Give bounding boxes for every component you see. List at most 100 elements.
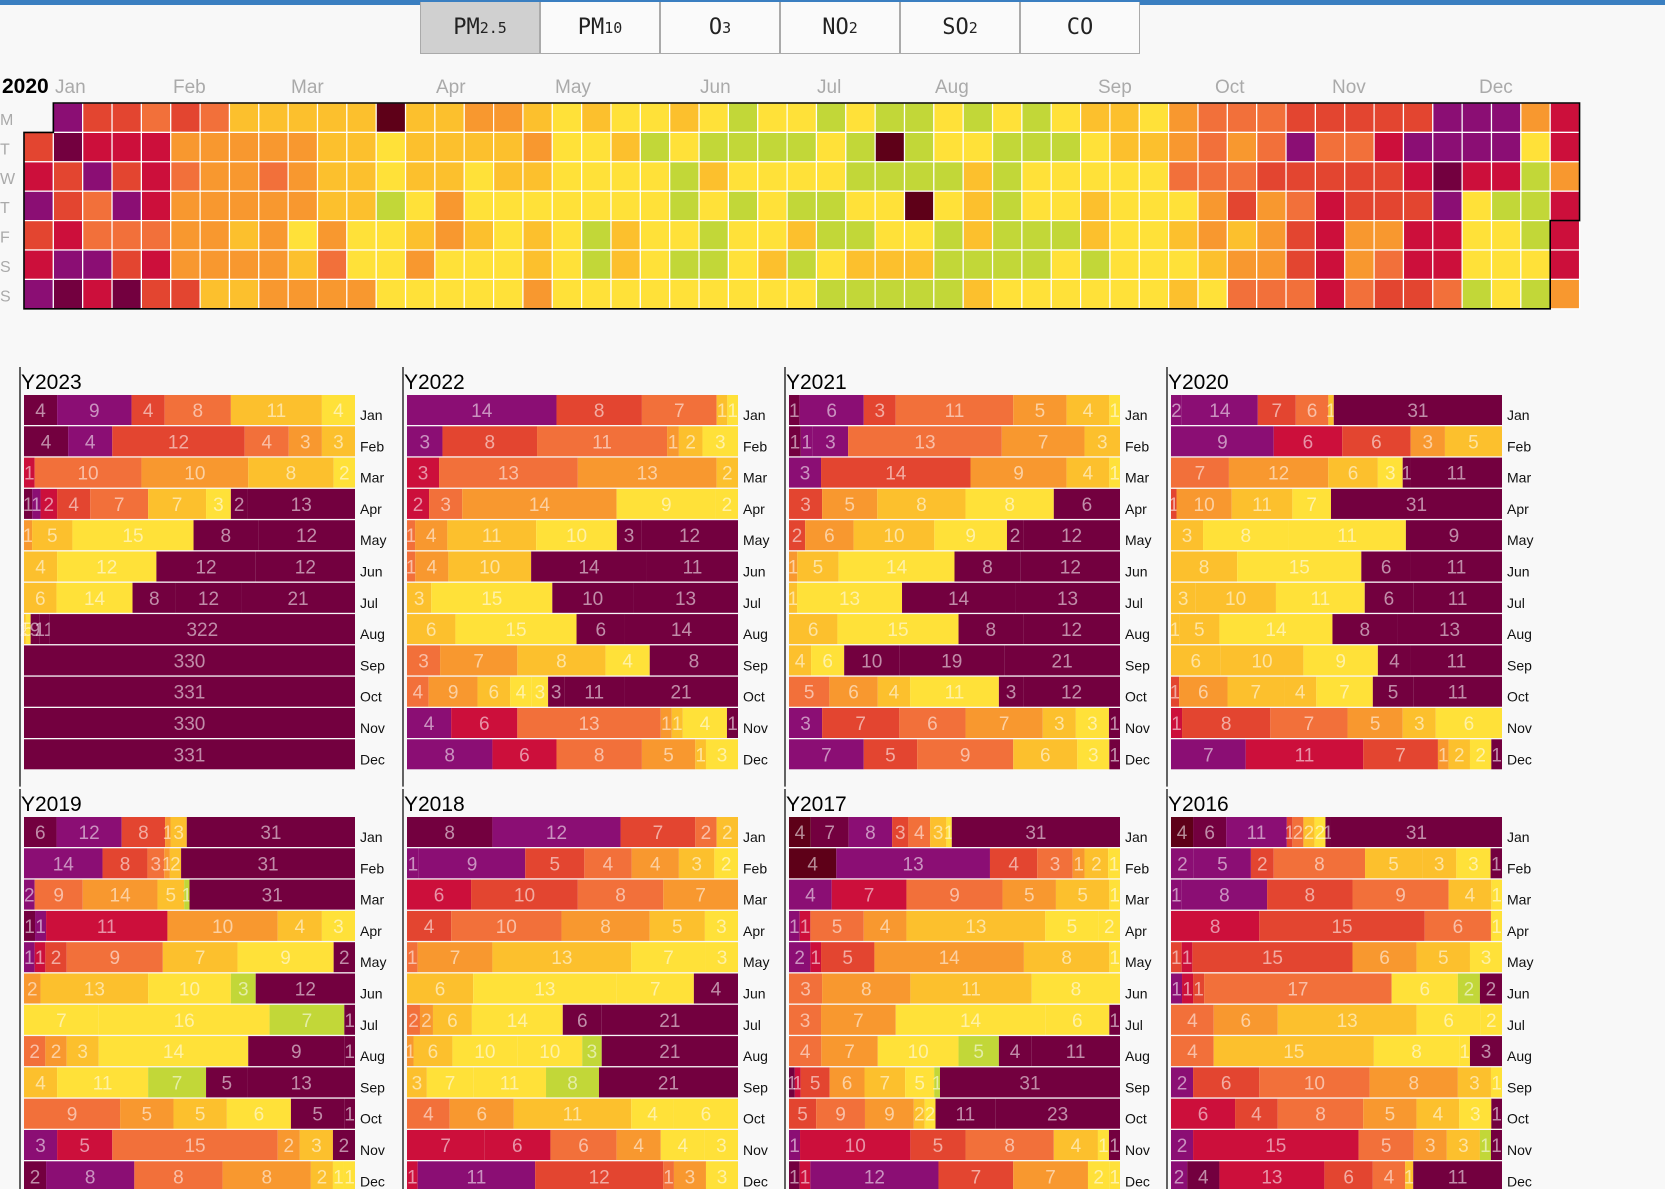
segment-day-count: 3 <box>624 526 635 547</box>
tab-pm25[interactable]: PM 2.5 <box>420 2 540 54</box>
segment-day-count: 9 <box>965 526 976 547</box>
segment-day-count: 11 <box>500 1073 520 1094</box>
month-bar-segment <box>1363 739 1438 770</box>
tab-subscript: 10 <box>604 18 623 37</box>
tab-so2[interactable]: SO 2 <box>900 2 1020 54</box>
month-row-label: May <box>743 532 769 548</box>
month-row-label: Apr <box>1507 923 1529 939</box>
segment-day-count: 3 <box>238 980 249 1001</box>
month-bar-segment <box>789 395 800 425</box>
segment-day-count: 6 <box>1303 432 1314 453</box>
month-bar-segment <box>1193 848 1251 879</box>
segment-day-count: 7 <box>1250 683 1261 704</box>
month-bar-segment <box>25 614 31 645</box>
segment-day-count: 11 <box>955 1105 975 1126</box>
heatmap-day-cell <box>1168 190 1199 222</box>
segment-day-count: 1 <box>1171 886 1182 907</box>
month-bar-segment <box>631 942 706 973</box>
heatmap-day-cell <box>786 102 818 133</box>
month-bar-segment <box>181 848 355 879</box>
segment-day-count: 14 <box>507 1011 529 1032</box>
segment-day-count: 12 <box>1061 620 1082 641</box>
segment-day-count: 1 <box>1168 495 1179 516</box>
segment-day-count: 1 <box>344 1105 355 1126</box>
heatmap-day-cell <box>375 249 407 280</box>
heatmap-day-cell <box>698 249 729 280</box>
heatmap-day-cell <box>962 278 994 310</box>
segment-day-count: 1 <box>1491 1136 1502 1157</box>
heatmap-day-cell <box>316 278 348 310</box>
segment-day-count: 1 <box>1182 948 1193 969</box>
segment-day-count: 1 <box>1171 980 1182 1001</box>
segment-day-count: 3 <box>800 464 811 485</box>
heatmap-day-cell <box>493 190 524 222</box>
month-bar-segment <box>1303 817 1315 847</box>
tab-co[interactable]: CO <box>1020 2 1140 54</box>
segment-day-count: 1 <box>1109 464 1120 485</box>
segment-day-count: 9 <box>280 948 291 969</box>
segment-day-count: 8 <box>1315 1105 1326 1126</box>
heatmap-day-cell <box>1138 220 1170 251</box>
heatmap-day-cell <box>140 220 172 251</box>
month-bar-segment <box>1182 973 1194 1004</box>
month-bar-segment <box>789 1036 822 1067</box>
tab-no2[interactable]: NO 2 <box>780 2 900 54</box>
segment-day-count: 9 <box>291 1042 302 1063</box>
segment-day-count: 13 <box>914 432 935 453</box>
month-bar-segment <box>1171 739 1246 770</box>
heatmap-day-cell <box>1226 278 1258 310</box>
heatmap-day-cell <box>52 131 84 163</box>
month-bar-segment <box>24 848 103 879</box>
segment-day-count: 4 <box>603 854 614 875</box>
segment-day-count: 13 <box>1439 620 1460 641</box>
heatmap-month-label: Feb <box>173 77 206 98</box>
segment-day-count: 1 <box>789 1136 800 1157</box>
heatmap-day-cell <box>551 161 583 192</box>
segment-day-count: 4 <box>622 651 633 672</box>
segment-day-count: 4 <box>1251 1105 1262 1126</box>
month-bar-segment <box>407 1067 427 1098</box>
heatmap-day-cell <box>1021 102 1052 133</box>
heatmap-day-cell <box>933 190 964 222</box>
segment-day-count: 5 <box>166 886 177 907</box>
month-bar-segment <box>1416 1098 1460 1129</box>
heatmap-day-cell <box>845 220 876 251</box>
segment-day-count: 10 <box>1194 495 1215 516</box>
heatmap-day-cell <box>522 161 553 192</box>
segment-day-count: 6 <box>1379 948 1390 969</box>
heatmap-day-cell <box>140 161 172 192</box>
month-bar-segment <box>682 708 727 738</box>
heatmap-day-cell <box>639 131 671 163</box>
month-bar-segment <box>415 551 449 582</box>
month-bar-segment <box>935 1098 996 1129</box>
heatmap-day-cell <box>1226 131 1258 163</box>
heatmap-day-cell <box>1079 102 1111 133</box>
segment-day-count: 10 <box>479 558 500 579</box>
segment-day-count: 1 <box>333 1167 344 1188</box>
month-bar-segment <box>838 551 955 582</box>
heatmap-day-cell <box>1109 278 1140 310</box>
month-bar-segment <box>1259 910 1425 941</box>
month-bar-segment <box>193 520 259 551</box>
month-bar-segment <box>39 614 50 645</box>
month-bar-segment <box>418 848 526 879</box>
heatmap-day-cell <box>551 278 583 310</box>
heatmap-day-cell <box>1314 278 1346 310</box>
heatmap-day-cell <box>962 220 994 251</box>
heatmap-day-cell <box>1138 249 1170 280</box>
tab-pm10[interactable]: PM 10 <box>540 2 660 54</box>
segment-day-count: 9 <box>467 854 478 875</box>
segment-day-count: 4 <box>516 683 527 704</box>
month-bar-segment <box>68 426 113 457</box>
heatmap-day-cell <box>1197 161 1228 192</box>
segment-day-count: 1 <box>727 401 738 422</box>
heatmap-day-cell <box>1344 220 1375 251</box>
segment-day-count: 21 <box>659 1011 680 1032</box>
segment-day-count: 1 <box>1109 714 1120 735</box>
month-row-label: Feb <box>1507 438 1531 454</box>
segment-day-count: 2 <box>234 495 245 516</box>
month-bar-segment <box>1171 395 1182 425</box>
tab-subscript: 3 <box>722 18 732 37</box>
segment-day-count: 7 <box>473 651 484 672</box>
